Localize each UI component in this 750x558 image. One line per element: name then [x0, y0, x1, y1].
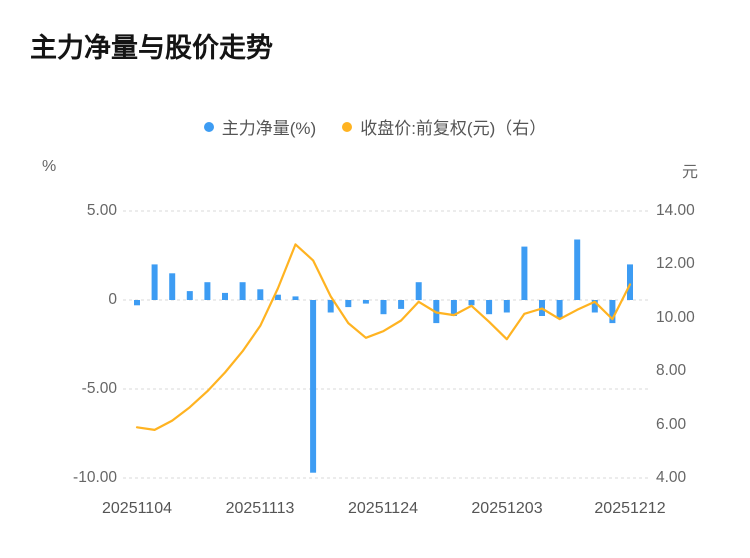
net-volume-bar	[292, 296, 299, 300]
net-volume-bar	[134, 300, 140, 306]
net-volume-bar	[169, 273, 176, 300]
net-volume-bar	[556, 300, 563, 318]
x-axis-tick: 20251203	[471, 500, 543, 517]
net-volume-bar	[327, 300, 334, 313]
left-axis-tick: -10.00	[73, 469, 117, 486]
net-volume-bar	[222, 292, 228, 300]
net-volume-bar	[239, 282, 246, 300]
net-volume-bar	[186, 291, 193, 300]
net-volume-bar	[151, 264, 158, 300]
net-volume-bar	[486, 300, 493, 315]
net-volume-bar	[627, 264, 633, 300]
close-price-line	[135, 243, 632, 431]
right-axis-tick: 8.00	[656, 362, 687, 379]
legend-label-main-net-volume: 主力净量(%)	[221, 119, 317, 138]
net-volume-bar	[310, 300, 317, 473]
right-axis-tick: 12.00	[656, 255, 695, 272]
left-axis-unit: %	[42, 158, 57, 175]
left-axis-tick: 5.00	[86, 202, 117, 219]
net-volume-bar	[415, 282, 422, 300]
net-volume-bar	[204, 282, 211, 300]
x-axis-tick: 20251113	[225, 500, 295, 517]
left-axis-tick: 0	[108, 291, 117, 308]
right-axis-tick: 6.00	[656, 416, 687, 433]
legend: 主力净量(%) 收盘价:前复权(元)（右）	[0, 114, 750, 139]
legend-item-close-price[interactable]: 收盘价:前复权(元)（右）	[342, 114, 546, 139]
right-axis-tick: 10.00	[656, 309, 695, 326]
x-axis-tick: 20251104	[102, 500, 172, 517]
net-volume-bar	[468, 300, 475, 306]
right-axis-unit: 元	[682, 164, 699, 181]
net-volume-bar	[345, 300, 352, 308]
net-volume-bar	[450, 300, 457, 316]
net-volume-bar	[362, 300, 369, 304]
chart-title: 主力净量与股价走势	[30, 33, 273, 63]
legend-item-main-net-volume[interactable]: 主力净量(%)	[203, 114, 317, 139]
net-volume-bar	[591, 300, 598, 313]
net-volume-bar	[257, 289, 264, 300]
legend-dot-icon	[342, 121, 353, 132]
net-volume-bar	[398, 300, 405, 309]
net-volume-bar	[380, 300, 387, 315]
x-axis-tick: 20251124	[348, 500, 418, 517]
x-axis-tick: 20251212	[594, 500, 666, 517]
net-volume-bar	[274, 294, 281, 300]
net-volume-bar	[521, 246, 528, 300]
left-axis-tick: -5.00	[81, 380, 117, 397]
net-volume-bar	[609, 300, 616, 324]
legend-label-close-price: 收盘价:前复权(元)（右）	[360, 119, 547, 138]
right-axis-tick: 14.00	[656, 202, 695, 219]
net-volume-bar	[503, 300, 510, 313]
legend-dot-icon	[203, 121, 214, 132]
net-volume-bar	[574, 239, 581, 300]
right-axis-tick: 4.00	[656, 469, 687, 486]
